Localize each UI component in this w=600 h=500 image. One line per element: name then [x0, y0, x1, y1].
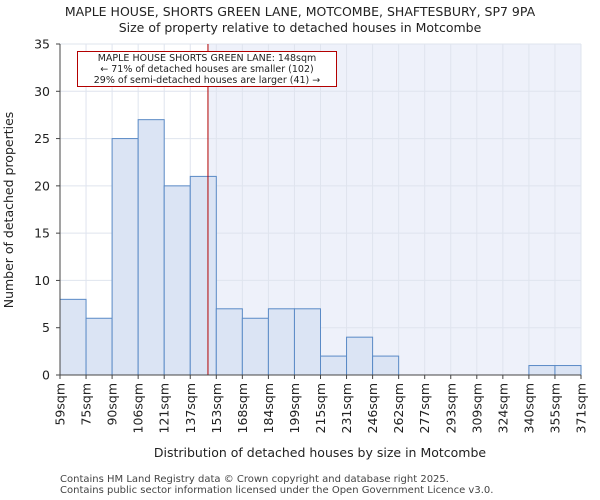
- x-tick-label-309sqm: 309sqm: [469, 383, 484, 433]
- x-tick-label-137sqm: 137sqm: [183, 383, 198, 433]
- x-tick-label-246sqm: 246sqm: [365, 383, 380, 433]
- bar-137sqm: [189, 175, 217, 376]
- x-tick-label-277sqm: 277sqm: [417, 383, 432, 433]
- y-tick-label: 35: [34, 37, 50, 52]
- x-tick-label-184sqm: 184sqm: [261, 383, 276, 433]
- x-tick-label-168sqm: 168sqm: [235, 383, 250, 433]
- bar-153sqm: [215, 308, 243, 376]
- footer-line-2: Contains public sector information licen…: [60, 485, 494, 496]
- bar-199sqm: [293, 308, 322, 376]
- x-tick-label-199sqm: 199sqm: [287, 383, 302, 433]
- bar-59sqm: [59, 298, 87, 376]
- annotation-box: MAPLE HOUSE SHORTS GREEN LANE: 148sqm ← …: [77, 51, 337, 87]
- bar-168sqm: [241, 317, 269, 376]
- x-tick-label-215sqm: 215sqm: [313, 383, 328, 433]
- y-tick-label: 15: [34, 226, 50, 241]
- x-tick-label-106sqm: 106sqm: [131, 383, 146, 433]
- bar-340sqm: [528, 365, 556, 376]
- bar-355sqm: [554, 365, 582, 376]
- x-tick-label-355sqm: 355sqm: [547, 383, 562, 433]
- x-tick-label-153sqm: 153sqm: [209, 383, 224, 433]
- bar-184sqm: [267, 308, 295, 376]
- x-tick-label-262sqm: 262sqm: [391, 383, 406, 433]
- bar-106sqm: [137, 119, 165, 376]
- x-tick-label-371sqm: 371sqm: [574, 383, 589, 433]
- x-tick-label-324sqm: 324sqm: [495, 383, 510, 433]
- y-tick-label: 30: [34, 84, 50, 99]
- x-tick-label-75sqm: 75sqm: [79, 383, 94, 426]
- x-tick-label-121sqm: 121sqm: [157, 383, 172, 433]
- chart-title: MAPLE HOUSE, SHORTS GREEN LANE, MOTCOMBE…: [64, 4, 536, 19]
- bar-75sqm: [85, 317, 113, 376]
- x-tick-label-293sqm: 293sqm: [443, 383, 458, 433]
- footer-line-1: Contains HM Land Registry data © Crown c…: [60, 474, 449, 485]
- y-axis-label: Number of detached properties: [1, 112, 16, 309]
- y-tick-label: 20: [34, 178, 50, 193]
- bar-215sqm: [320, 355, 348, 376]
- x-tick-label-90sqm: 90sqm: [105, 383, 120, 426]
- x-tick-label-59sqm: 59sqm: [53, 383, 68, 426]
- bar-231sqm: [346, 336, 374, 376]
- annotation-line-2: ← 71% of detached houses are smaller (10…: [100, 64, 314, 75]
- bar-121sqm: [163, 185, 191, 376]
- annotation-line-1: MAPLE HOUSE SHORTS GREEN LANE: 148sqm: [97, 53, 317, 64]
- x-axis-label: Distribution of detached houses by size …: [154, 445, 487, 460]
- y-tick-label: 25: [34, 131, 50, 146]
- y-tick-label: 10: [34, 273, 50, 288]
- bar-246sqm: [372, 355, 400, 376]
- y-tick-label: 0: [42, 368, 50, 383]
- x-tick-label-340sqm: 340sqm: [521, 383, 536, 433]
- chart-subtitle: Size of property relative to detached ho…: [118, 20, 482, 35]
- annotation-line-3: 29% of semi-detached houses are larger (…: [93, 75, 321, 86]
- y-tick-label: 5: [42, 320, 50, 335]
- x-tick-label-231sqm: 231sqm: [339, 383, 354, 433]
- bar-90sqm: [111, 138, 139, 376]
